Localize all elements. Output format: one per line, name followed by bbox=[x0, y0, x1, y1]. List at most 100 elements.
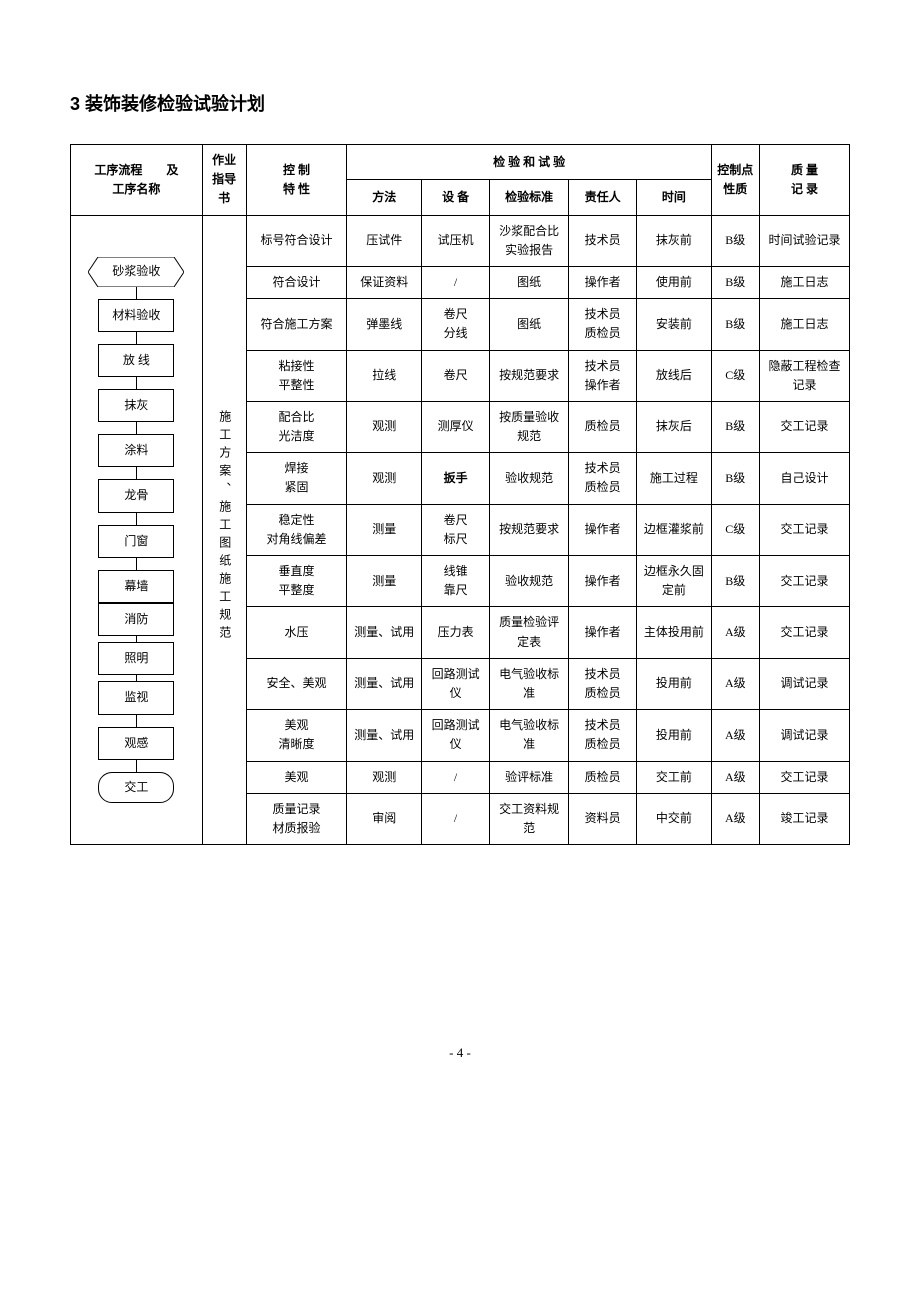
flow-node: 照明 bbox=[98, 642, 174, 675]
cell-level: B级 bbox=[711, 215, 759, 266]
section-heading: 3 装饰装修检验试验计划 bbox=[70, 90, 850, 116]
flow-connector bbox=[136, 513, 137, 525]
cell-time: 投用前 bbox=[637, 658, 712, 709]
th-time: 时间 bbox=[637, 180, 712, 215]
cell-control-char: 美观 bbox=[246, 761, 347, 793]
cell-record: 时间试验记录 bbox=[759, 215, 849, 266]
th-quality-record: 质 量 记 录 bbox=[759, 145, 849, 216]
cell-standard: 图纸 bbox=[490, 266, 569, 298]
cell-record: 交工记录 bbox=[759, 761, 849, 793]
cell-control-char: 符合设计 bbox=[246, 266, 347, 298]
guide-cell: 施工方案、施工图纸施工规范 bbox=[202, 215, 246, 845]
table-row: 砂浆验收 材料验收 放 线 抹灰 涂料 龙骨 门窗 幕墙 消防 照明 监视 观感… bbox=[71, 215, 850, 266]
cell-equipment: 回路测试仪 bbox=[422, 710, 490, 761]
cell-level: A级 bbox=[711, 761, 759, 793]
cell-level: C级 bbox=[711, 350, 759, 401]
flow-node: 幕墙 bbox=[98, 570, 174, 603]
cell-level: B级 bbox=[711, 299, 759, 350]
cell-level: C级 bbox=[711, 504, 759, 555]
th-guide: 作业指导书 bbox=[202, 145, 246, 216]
cell-standard: 验收规范 bbox=[490, 556, 569, 607]
flow-connector bbox=[136, 377, 137, 389]
cell-standard: 按质量验收规范 bbox=[490, 401, 569, 452]
inspection-plan-table: 工序流程 及 工序名称 作业指导书 控 制 特 性 检 验 和 试 验 控制点性… bbox=[70, 144, 850, 845]
cell-method: 测量 bbox=[347, 556, 422, 607]
cell-method: 弹墨线 bbox=[347, 299, 422, 350]
cell-equipment: / bbox=[422, 266, 490, 298]
th-inspection-group: 检 验 和 试 验 bbox=[347, 145, 711, 180]
cell-equipment: 卷尺 分线 bbox=[422, 299, 490, 350]
cell-equipment: 卷尺 标尺 bbox=[422, 504, 490, 555]
table-body: 砂浆验收 材料验收 放 线 抹灰 涂料 龙骨 门窗 幕墙 消防 照明 监视 观感… bbox=[71, 215, 850, 845]
cell-method: 测量 bbox=[347, 504, 422, 555]
cell-responsible: 操作者 bbox=[569, 266, 637, 298]
cell-responsible: 操作者 bbox=[569, 607, 637, 658]
cell-time: 交工前 bbox=[637, 761, 712, 793]
th-process: 工序流程 及 工序名称 bbox=[71, 145, 203, 216]
flow-connector bbox=[136, 467, 137, 479]
cell-equipment: 试压机 bbox=[422, 215, 490, 266]
cell-responsible: 技术员 操作者 bbox=[569, 350, 637, 401]
flow-node: 交工 bbox=[98, 772, 174, 803]
cell-control-char: 粘接性 平整性 bbox=[246, 350, 347, 401]
th-control-char: 控 制 特 性 bbox=[246, 145, 347, 216]
cell-control-char: 质量记录 材质报验 bbox=[246, 793, 347, 844]
cell-responsible: 质检员 bbox=[569, 761, 637, 793]
cell-time: 中交前 bbox=[637, 793, 712, 844]
flow-node: 涂料 bbox=[98, 434, 174, 467]
cell-responsible: 质检员 bbox=[569, 401, 637, 452]
cell-method: 保证资料 bbox=[347, 266, 422, 298]
cell-level: A级 bbox=[711, 710, 759, 761]
flow-connector bbox=[136, 287, 137, 299]
cell-level: B级 bbox=[711, 453, 759, 504]
cell-time: 主体投用前 bbox=[637, 607, 712, 658]
th-process-l2: 工序名称 bbox=[75, 180, 198, 199]
cell-equipment: / bbox=[422, 761, 490, 793]
cell-equipment: 扳手 bbox=[422, 453, 490, 504]
cell-control-char: 稳定性 对角线偏差 bbox=[246, 504, 347, 555]
cell-level: B级 bbox=[711, 266, 759, 298]
flow-connector bbox=[136, 332, 137, 344]
cell-equipment: 测厚仪 bbox=[422, 401, 490, 452]
cell-time: 投用前 bbox=[637, 710, 712, 761]
cell-standard: 交工资料规范 bbox=[490, 793, 569, 844]
cell-control-char: 水压 bbox=[246, 607, 347, 658]
cell-record: 施工日志 bbox=[759, 266, 849, 298]
cell-level: A级 bbox=[711, 607, 759, 658]
cell-record: 隐蔽工程检查记录 bbox=[759, 350, 849, 401]
cell-standard: 按规范要求 bbox=[490, 350, 569, 401]
cell-equipment: 压力表 bbox=[422, 607, 490, 658]
cell-time: 安装前 bbox=[637, 299, 712, 350]
cell-responsible: 技术员 质检员 bbox=[569, 658, 637, 709]
cell-responsible: 技术员 质检员 bbox=[569, 453, 637, 504]
th-process-l1: 工序流程 及 bbox=[75, 161, 198, 180]
flow-node: 门窗 bbox=[98, 525, 174, 558]
flow-node-hex: 砂浆验收 bbox=[88, 257, 184, 287]
cell-level: B级 bbox=[711, 401, 759, 452]
th-equipment: 设 备 bbox=[422, 180, 490, 215]
cell-standard: 验评标准 bbox=[490, 761, 569, 793]
cell-method: 拉线 bbox=[347, 350, 422, 401]
cell-time: 抹灰前 bbox=[637, 215, 712, 266]
flow-connector bbox=[136, 422, 137, 434]
th-control-point: 控制点性质 bbox=[711, 145, 759, 216]
cell-level: A级 bbox=[711, 793, 759, 844]
cell-method: 测量、试用 bbox=[347, 607, 422, 658]
flow-node: 放 线 bbox=[98, 344, 174, 377]
process-flowchart: 砂浆验收 材料验收 放 线 抹灰 涂料 龙骨 门窗 幕墙 消防 照明 监视 观感… bbox=[75, 257, 198, 803]
flow-cell: 砂浆验收 材料验收 放 线 抹灰 涂料 龙骨 门窗 幕墙 消防 照明 监视 观感… bbox=[71, 215, 203, 845]
cell-record: 调试记录 bbox=[759, 710, 849, 761]
cell-control-char: 美观 清晰度 bbox=[246, 710, 347, 761]
cell-method: 审阅 bbox=[347, 793, 422, 844]
cell-record: 交工记录 bbox=[759, 556, 849, 607]
cell-time: 边框灌浆前 bbox=[637, 504, 712, 555]
cell-record: 调试记录 bbox=[759, 658, 849, 709]
cell-record: 竣工记录 bbox=[759, 793, 849, 844]
cell-method: 观测 bbox=[347, 401, 422, 452]
flow-connector bbox=[136, 715, 137, 727]
cell-control-char: 焊接 紧固 bbox=[246, 453, 347, 504]
flow-node: 材料验收 bbox=[98, 299, 174, 332]
cell-control-char: 标号符合设计 bbox=[246, 215, 347, 266]
cell-equipment: 线锥 靠尺 bbox=[422, 556, 490, 607]
cell-level: B级 bbox=[711, 556, 759, 607]
